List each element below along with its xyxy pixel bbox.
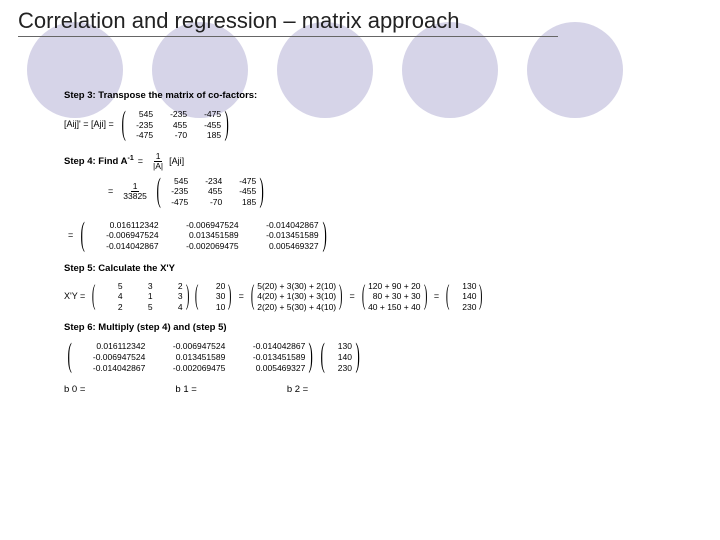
step3-lhs: [Aij]' = [Aji] =	[64, 119, 114, 130]
step5-result: 130140230	[452, 281, 476, 313]
step4-frac: 1 |A|	[151, 152, 165, 171]
step6: Step 6: Multiply (step 4) and (step 5) (…	[64, 322, 664, 374]
step4-matrix-b: 0.016112342-0.006947524-0.014042867-0.00…	[89, 220, 319, 252]
step3-matrix: 545-235-475-235455-455-475-70185	[129, 109, 221, 141]
page-title: Correlation and regression – matrix appr…	[18, 8, 459, 34]
step4-matrix-a: 545-234-475-235455-455-475-70185	[164, 176, 256, 208]
title-underline	[18, 36, 558, 37]
step4-label: Step 4: Find A	[64, 156, 128, 167]
step5-matrix-b: 203010	[201, 281, 225, 313]
step6-matrix: 0.016112342-0.006947524-0.014042867-0.00…	[75, 341, 305, 373]
step6-vector: 130140230	[328, 341, 352, 373]
step5-lhs: X'Y =	[64, 291, 85, 302]
step5: Step 5: Calculate the X'Y X'Y = ( 532413…	[64, 263, 664, 313]
step3-label: Step 3: Transpose the matrix of co-facto…	[64, 90, 664, 102]
step4-rhs-text: [Aji]	[169, 156, 184, 167]
step4: Step 4: Find A-1 = 1 |A| [Aji] = 1 33825…	[64, 152, 664, 253]
step3: Step 3: Transpose the matrix of co-facto…	[64, 90, 664, 142]
content-region: Step 3: Transpose the matrix of co-facto…	[64, 90, 664, 396]
b2-label: b 2 =	[287, 384, 308, 396]
b-results: b 0 = b 1 = b 2 =	[64, 384, 664, 396]
step5-expand: 5(20) + 3(30) + 2(10)4(20) + 1(30) + 3(1…	[257, 281, 336, 313]
step5-label: Step 5: Calculate the X'Y	[64, 263, 664, 275]
step5-matrix-a: 532413254	[99, 281, 183, 313]
b0-label: b 0 =	[64, 384, 85, 396]
step4-scalar: 1 33825	[121, 182, 149, 201]
step6-label: Step 6: Multiply (step 4) and (step 5)	[64, 322, 664, 334]
b1-label: b 1 =	[175, 384, 196, 396]
step5-sums: 120 + 90 + 2080 + 30 + 3040 + 150 + 40	[368, 281, 420, 313]
